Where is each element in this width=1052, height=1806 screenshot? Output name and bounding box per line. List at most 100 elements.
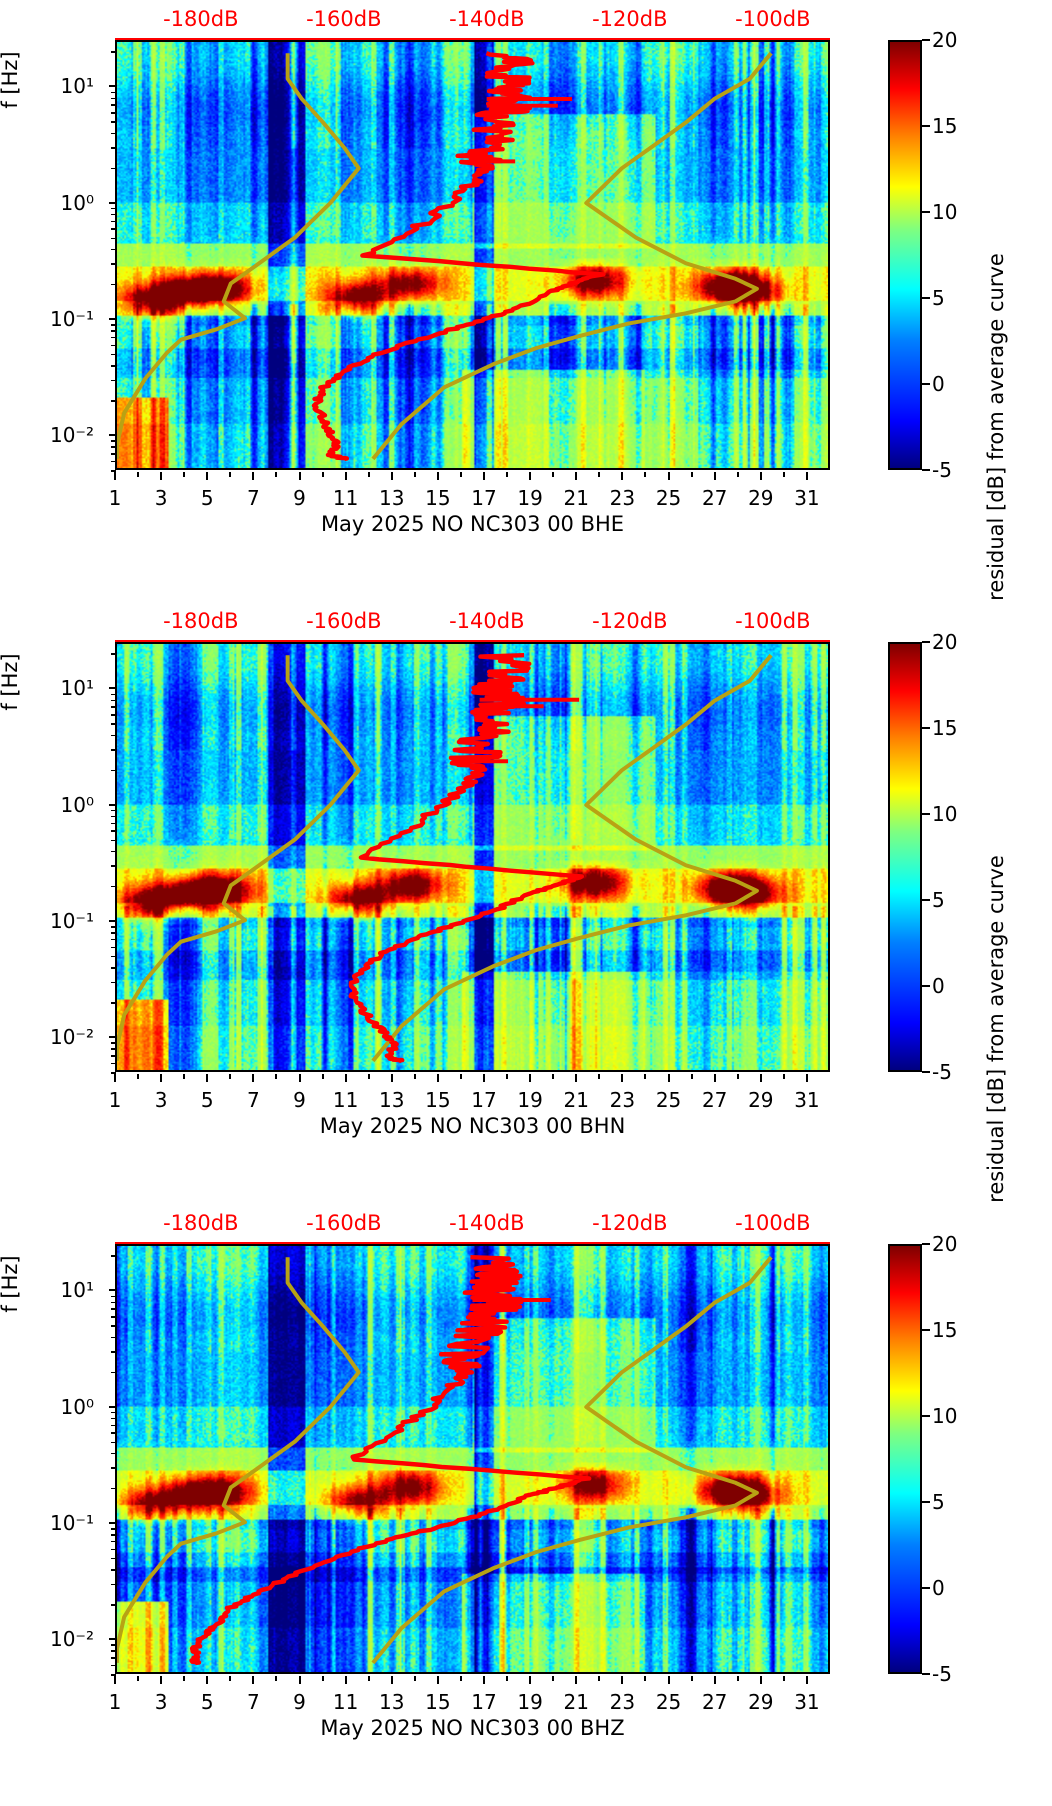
median-psd-curve [311,51,606,462]
y-axis-minor-tick [111,1487,116,1490]
x-axis-minor-tick [321,472,324,477]
x-axis-minor-tick [183,1676,186,1681]
colorbar-tick-label: 10 [932,802,958,826]
plot-area-2[interactable] [115,1244,830,1674]
y-axis-minor-tick [111,379,116,382]
y-axis-minor-tick [111,932,116,934]
y-axis-minor-tick [111,440,116,442]
colorbar-label-1: residual [dB] from average curve [984,253,1008,601]
x-axis-tick-label: 1 [108,486,122,510]
x-axis-tick-label: 29 [748,486,774,510]
spectrogram-canvas [117,42,828,468]
x-axis-tick-label: 25 [655,1088,682,1112]
x-axis-tick-label: 7 [247,1690,260,1714]
x-axis-tick-mark [114,472,116,480]
x-axis-tick-label: 7 [247,486,260,510]
y-axis-minor-tick [111,344,116,347]
x-axis-minor-tick [690,1074,693,1079]
y-axis-label-1: f [Hz] [0,653,22,711]
plot-area-1[interactable] [115,642,830,1072]
y-axis-tick-mark [109,1036,116,1038]
colorbar-tick-mark [922,1415,930,1417]
noise-model-low-curve [117,53,361,459]
y-axis-minor-tick [111,1441,116,1443]
y-axis-tick-mark [109,1289,116,1292]
colorbar-ticks-2: 20 15 10 5 0 -5 [888,1232,1028,1686]
colorbar-tick-mark [922,641,930,643]
y-axis-minor-tick [111,112,116,114]
y-axis-minor-tick [111,830,116,832]
top-axis-line-2 [115,1242,830,1245]
spectrogram-image-0 [117,42,828,468]
x-axis-label-2: May 2025 NO NC303 00 BHZ [320,1716,625,1740]
x-axis-tick-label: 1 [108,1690,122,1714]
top-axis-line-1 [115,640,830,643]
x-axis-minor-tick [229,1676,232,1681]
x-axis-tick-mark [252,472,255,480]
noise-model-high-curve [371,51,773,461]
x-axis-tick-label: 11 [332,1690,359,1714]
x-axis-tick-label: 21 [563,1690,590,1714]
plot-area-0[interactable] [115,40,830,470]
y-axis-tick-label: 10⁰ [60,190,94,215]
y-axis-minor-tick [111,1371,116,1373]
x-axis-tick-mark [759,1676,762,1684]
y-axis-minor-tick [111,1604,116,1606]
y-axis-tick-label: 10⁻¹ [49,908,94,933]
noise-model-low-curve [117,655,361,1061]
colorbar-tick-mark [922,211,930,213]
x-axis-minor-tick [229,1074,232,1079]
y-axis-tick-label: 10⁻² [49,423,94,447]
colorbar-tick-label: 15 [932,716,958,740]
y-axis-minor-tick [111,228,116,230]
x-axis-minor-tick [137,472,140,477]
x-axis-tick-label: 19 [517,486,543,510]
y-axis-minor-tick [111,147,116,149]
x-axis-tick-label: 5 [200,1690,214,1714]
x-axis-tick-mark [805,1074,808,1082]
y-axis-tick-mark [109,434,116,436]
colorbar-tick-label: 0 [932,1576,945,1600]
x-axis-tick-label: 19 [517,1690,543,1714]
y-axis-minor-tick [111,865,116,867]
y-axis-minor-tick [111,1325,116,1327]
x-axis-tick-mark [667,472,670,480]
y-axis-tick-label: 10¹ [60,676,94,701]
y-axis-minor-tick [111,1650,116,1652]
y-axis-minor-tick [111,104,116,106]
y-axis-minor-tick [111,400,116,402]
y-axis-minor-tick [111,353,116,356]
y-axis-minor-tick [111,213,116,216]
x-axis-tick-label: 31 [794,1690,820,1714]
x-axis-tick-mark [390,1676,393,1684]
y-axis-minor-tick [111,1644,116,1646]
y-axis-minor-tick [111,132,116,135]
x-axis-minor-tick [459,1676,462,1681]
colorbar-label-0: residual [dB] from average curve [984,0,1008,40]
colorbar-tick-mark [922,1501,930,1503]
y-axis-minor-tick [111,1528,116,1530]
y-axis-minor-tick [111,734,116,737]
y-axis-tick-mark [109,85,116,88]
y-axis-label-2: f [Hz] [0,1255,22,1313]
colorbar-tick-label: 0 [932,372,945,396]
x-axis-tick-mark [114,1676,116,1684]
colorbar-tick-mark [922,1071,930,1073]
x-axis-tick-label: 11 [332,486,359,510]
y-axis-label-0: f [Hz] [0,51,22,109]
median-psd-curve [348,652,585,1064]
x-axis-tick-label: 9 [293,486,306,510]
y-axis-minor-tick [111,749,116,751]
x-axis-tick-mark [344,1676,347,1684]
y-axis-tick-mark [109,1521,116,1524]
x-axis-tick-mark [713,472,716,480]
x-axis-tick-mark [805,1676,808,1684]
y-axis-minor-tick [111,1055,116,1057]
x-axis-minor-tick [598,1074,601,1079]
y-axis-minor-tick [111,446,116,448]
top-db-tick-label: -120dB [592,7,668,31]
x-axis-tick-mark [206,1074,209,1082]
y-axis-minor-tick [111,1002,116,1004]
curve-overlay-2 [117,1254,773,1666]
x-axis-tick-label: 13 [379,486,405,510]
